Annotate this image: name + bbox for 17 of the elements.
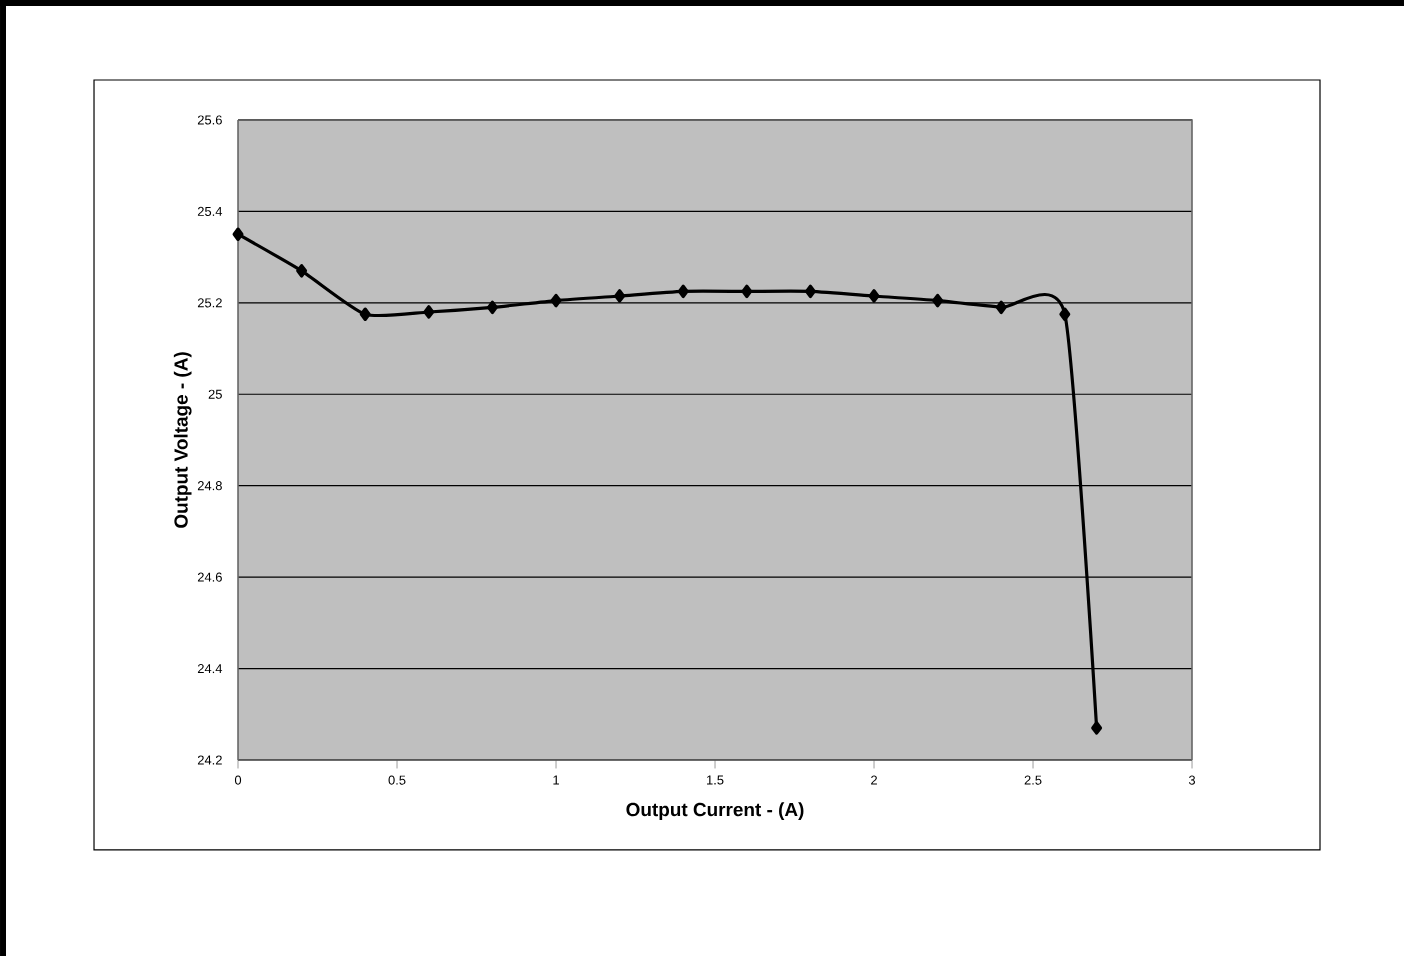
point xyxy=(804,284,816,299)
point xyxy=(932,293,944,308)
point xyxy=(550,293,562,308)
x-axis-title: Output Current - (A) xyxy=(626,802,804,821)
y-axis-title: Output Voltage - (A) xyxy=(173,352,192,528)
point xyxy=(359,307,371,322)
point xyxy=(677,284,689,299)
point xyxy=(868,289,880,303)
point xyxy=(232,227,244,242)
point xyxy=(1059,307,1071,322)
point xyxy=(741,284,753,299)
point xyxy=(1091,721,1103,735)
point xyxy=(614,289,626,303)
point xyxy=(296,264,308,278)
point xyxy=(486,300,498,315)
point xyxy=(423,305,435,319)
point xyxy=(995,300,1007,315)
